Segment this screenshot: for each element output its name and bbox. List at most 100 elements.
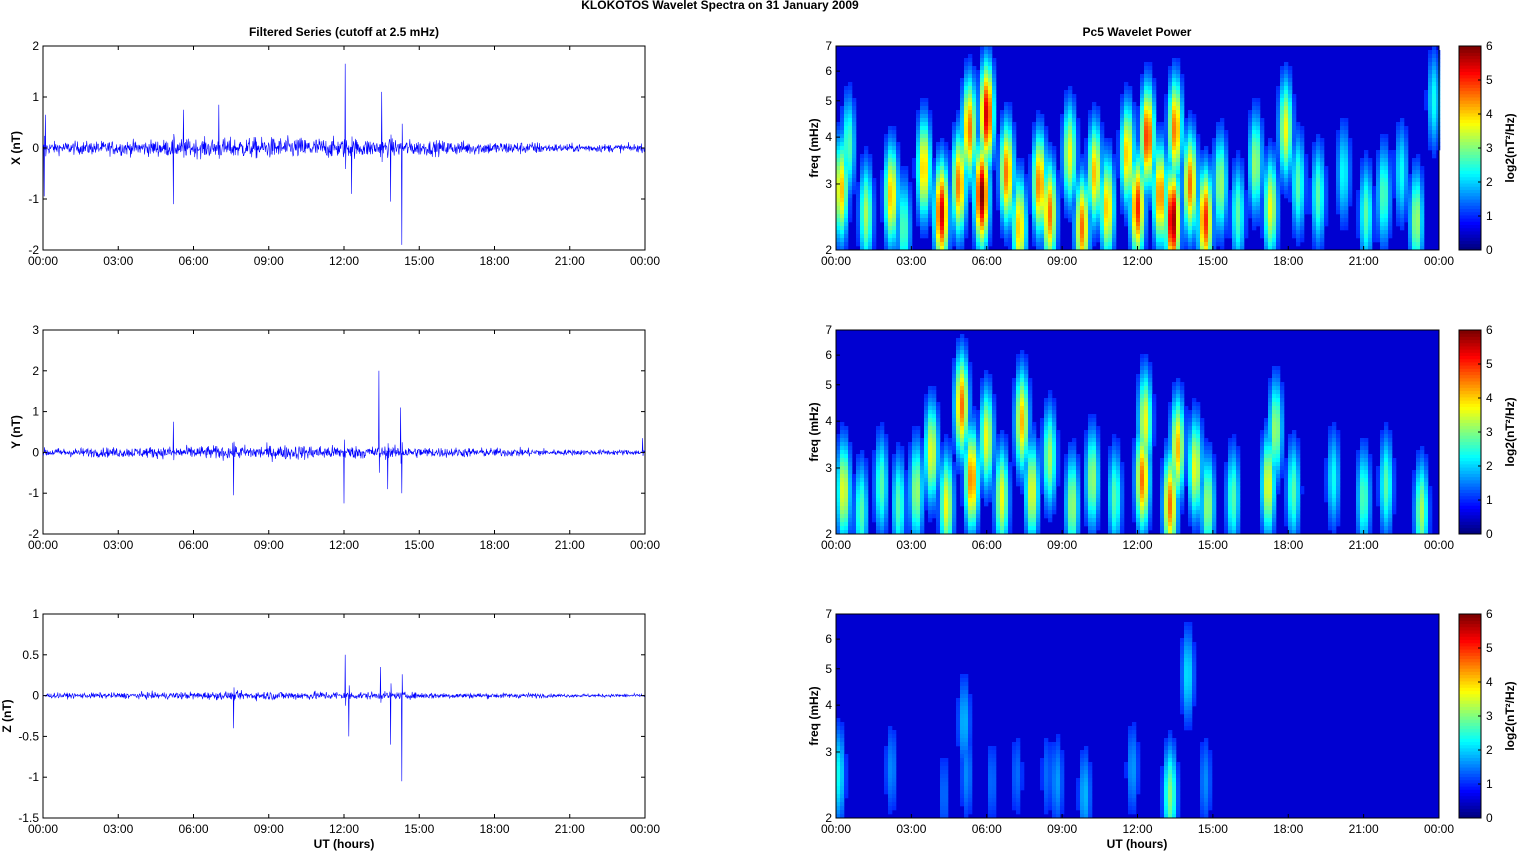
heatmap-cell: [980, 386, 985, 391]
heatmap-cell: [1120, 206, 1125, 211]
heatmap-cell: [1324, 174, 1329, 179]
heatmap-cell: [904, 186, 909, 191]
heatmap-cell: [1200, 238, 1205, 243]
heatmap-cell: [1300, 146, 1305, 151]
heatmap-cell: [1088, 154, 1093, 159]
heatmap-cell: [1108, 234, 1113, 239]
heatmap-cell: [1020, 374, 1025, 379]
heatmap-cell: [1048, 414, 1053, 419]
heatmap-cell: [888, 190, 893, 195]
heatmap-cell: [1272, 178, 1277, 183]
heatmap-cell: [972, 186, 977, 191]
heatmap-cell: [1148, 418, 1153, 423]
heatmap-cell: [980, 242, 985, 247]
heatmap-cell: [1284, 74, 1289, 79]
heatmap-cell: [1160, 190, 1165, 195]
heatmap-cell: [1192, 198, 1197, 203]
heatmap-cell: [1168, 226, 1173, 231]
heatmap-cell: [1296, 242, 1301, 247]
heatmap-cell: [1184, 158, 1189, 163]
heatmap-cell: [1372, 226, 1377, 231]
heatmap-cell: [1236, 154, 1241, 159]
heatmap-cell: [1356, 218, 1361, 223]
heatmap-cell: [1272, 166, 1277, 171]
heatmap-cell: [1376, 210, 1381, 215]
heatmap-cell: [1080, 186, 1085, 191]
heatmap-cell: [1192, 166, 1197, 171]
heatmap-cell: [1284, 194, 1289, 199]
colorbar-segment: [1459, 221, 1481, 225]
heatmap-cell: [1012, 198, 1017, 203]
heatmap-cell: [952, 138, 957, 143]
heatmap-cell: [1120, 122, 1125, 127]
y-tick-label: 4: [825, 130, 832, 144]
heatmap-cell: [1276, 142, 1281, 147]
heatmap-cell: [1064, 178, 1069, 183]
heatmap-cell: [1084, 154, 1089, 159]
heatmap-cell: [1268, 150, 1273, 155]
heatmap-cell: [1344, 178, 1349, 183]
heatmap-cell: [952, 174, 957, 179]
heatmap-cell: [1432, 82, 1437, 87]
heatmap-cell: [1052, 198, 1057, 203]
heatmap-cell: [1184, 418, 1189, 423]
heatmap-cell: [1428, 78, 1433, 83]
heatmap-cell: [1016, 166, 1021, 171]
heatmap-cell: [1152, 166, 1157, 171]
heatmap-cell: [1192, 398, 1197, 403]
heatmap-cell: [984, 102, 989, 107]
heatmap-cell: [908, 222, 913, 227]
heatmap-cell: [1000, 218, 1005, 223]
heatmap-cell: [1260, 162, 1265, 167]
heatmap-cell: [868, 166, 873, 171]
colorbar-segment: [1459, 65, 1481, 69]
heatmap-cell: [1184, 174, 1189, 179]
heatmap-cell: [1288, 126, 1293, 131]
heatmap-cell: [1140, 394, 1145, 399]
heatmap-cell: [1192, 150, 1197, 155]
heatmap-cell: [1148, 202, 1153, 207]
heatmap-cell: [1360, 242, 1365, 247]
heatmap-cell: [1008, 202, 1013, 207]
heatmap-cell: [1176, 98, 1181, 103]
heatmap-cell: [844, 122, 849, 127]
heatmap-cell: [1368, 218, 1373, 223]
heatmap-cell: [1316, 230, 1321, 235]
heatmap-cell: [1140, 422, 1145, 427]
heatmap-cell: [956, 154, 961, 159]
heatmap-cell: [1096, 122, 1101, 127]
heatmap-cell: [1148, 94, 1153, 99]
heatmap-cell: [1276, 130, 1281, 135]
heatmap-cell: [844, 166, 849, 171]
heatmap-cell: [976, 214, 981, 219]
heatmap-cell: [1044, 174, 1049, 179]
heatmap-cell: [1152, 174, 1157, 179]
heatmap-cell: [1296, 142, 1301, 147]
heatmap-cell: [1140, 222, 1145, 227]
heatmap-cell: [1152, 198, 1157, 203]
heatmap-cell: [1224, 226, 1229, 231]
heatmap-cell: [980, 74, 985, 79]
heatmap-cell: [1016, 210, 1021, 215]
heatmap-cell: [1220, 198, 1225, 203]
heatmap-cell: [940, 242, 945, 247]
heatmap-cell: [1224, 130, 1229, 135]
colorbar-segment: [1459, 77, 1481, 82]
heatmap-cell: [1172, 422, 1177, 427]
heatmap-cell: [1348, 138, 1353, 143]
heatmap-cell: [904, 222, 909, 227]
heatmap-cell: [1388, 166, 1393, 171]
heatmap-cell: [1024, 386, 1029, 391]
heatmap-cell: [1196, 158, 1201, 163]
heatmap-cell: [1196, 226, 1201, 231]
heatmap-cell: [1416, 226, 1421, 231]
heatmap-cell: [1384, 186, 1389, 191]
heatmap-cell: [1016, 382, 1021, 387]
heatmap-cell: [1412, 178, 1417, 183]
heatmap-cell: [968, 174, 973, 179]
heatmap-cell: [1376, 198, 1381, 203]
heatmap-cell: [1300, 170, 1305, 175]
heatmap-cell: [1416, 246, 1421, 251]
heatmap-cell: [920, 114, 925, 119]
heatmap-cell: [1028, 154, 1033, 159]
